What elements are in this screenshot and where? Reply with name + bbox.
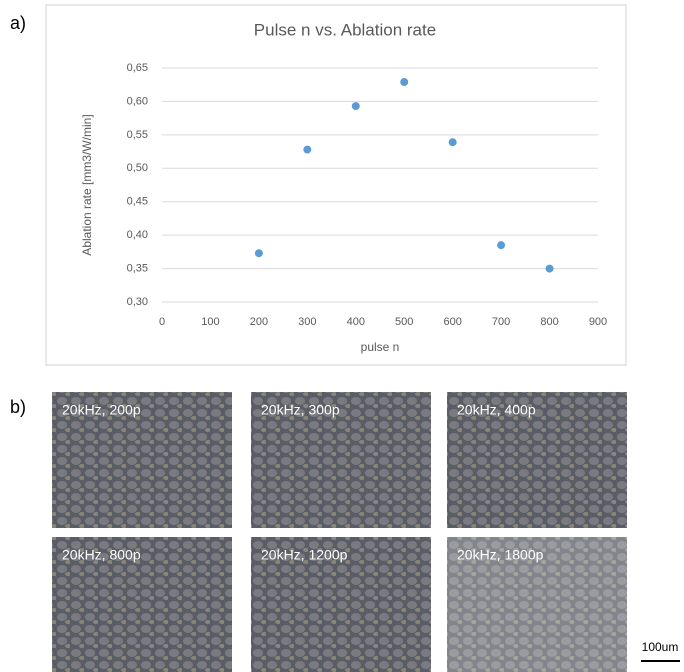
y-tick-label: 0,35 [127, 262, 148, 274]
x-tick-label: 600 [443, 316, 461, 328]
y-tick-label: 0,50 [127, 162, 148, 174]
y-tick-label: 0,40 [127, 229, 148, 241]
scale-label: 100um [642, 640, 679, 654]
point [254, 249, 263, 258]
y-tick-label: 0,55 [127, 129, 148, 141]
micrograph [447, 392, 627, 528]
y-axis-label: Ablation rate [mm3/W/min] [80, 114, 94, 255]
x-tick-label: 900 [589, 316, 607, 328]
micrograph [251, 537, 431, 672]
image-label: 20kHz, 1800p [457, 547, 544, 563]
image-label: 20kHz, 400p [457, 402, 536, 418]
micrograph [52, 392, 232, 528]
chart-frame [45, 4, 627, 366]
image-label: 20kHz, 300p [261, 402, 340, 418]
y-tick-label: 0,30 [127, 296, 148, 308]
micrograph [52, 537, 232, 672]
image-label: 20kHz, 200p [62, 402, 141, 418]
x-tick-label: 0 [159, 316, 165, 328]
y-tick-label: 0,45 [127, 196, 148, 208]
micrograph [251, 392, 431, 528]
point [351, 102, 360, 111]
x-tick-label: 200 [250, 316, 268, 328]
image-label: 20kHz, 800p [62, 547, 141, 563]
image-label: 20kHz, 1200p [261, 547, 348, 563]
chart-title: Pulse n vs. Ablation rate [254, 20, 436, 39]
x-axis-label: pulse n [361, 340, 400, 354]
point [545, 264, 554, 273]
x-tick-label: 300 [298, 316, 316, 328]
x-tick-label: 800 [540, 316, 558, 328]
point [497, 241, 506, 250]
y-tick-label: 0,65 [127, 62, 148, 74]
x-tick-label: 700 [492, 316, 510, 328]
x-tick-label: 400 [347, 316, 365, 328]
point [448, 138, 457, 147]
panel-label: b) [10, 397, 26, 417]
x-tick-label: 100 [201, 316, 219, 328]
point [400, 78, 409, 87]
point [303, 145, 312, 154]
panel-label: a) [10, 13, 26, 33]
y-tick-label: 0,60 [127, 95, 148, 107]
x-tick-label: 500 [395, 316, 413, 328]
micrograph [447, 537, 627, 672]
